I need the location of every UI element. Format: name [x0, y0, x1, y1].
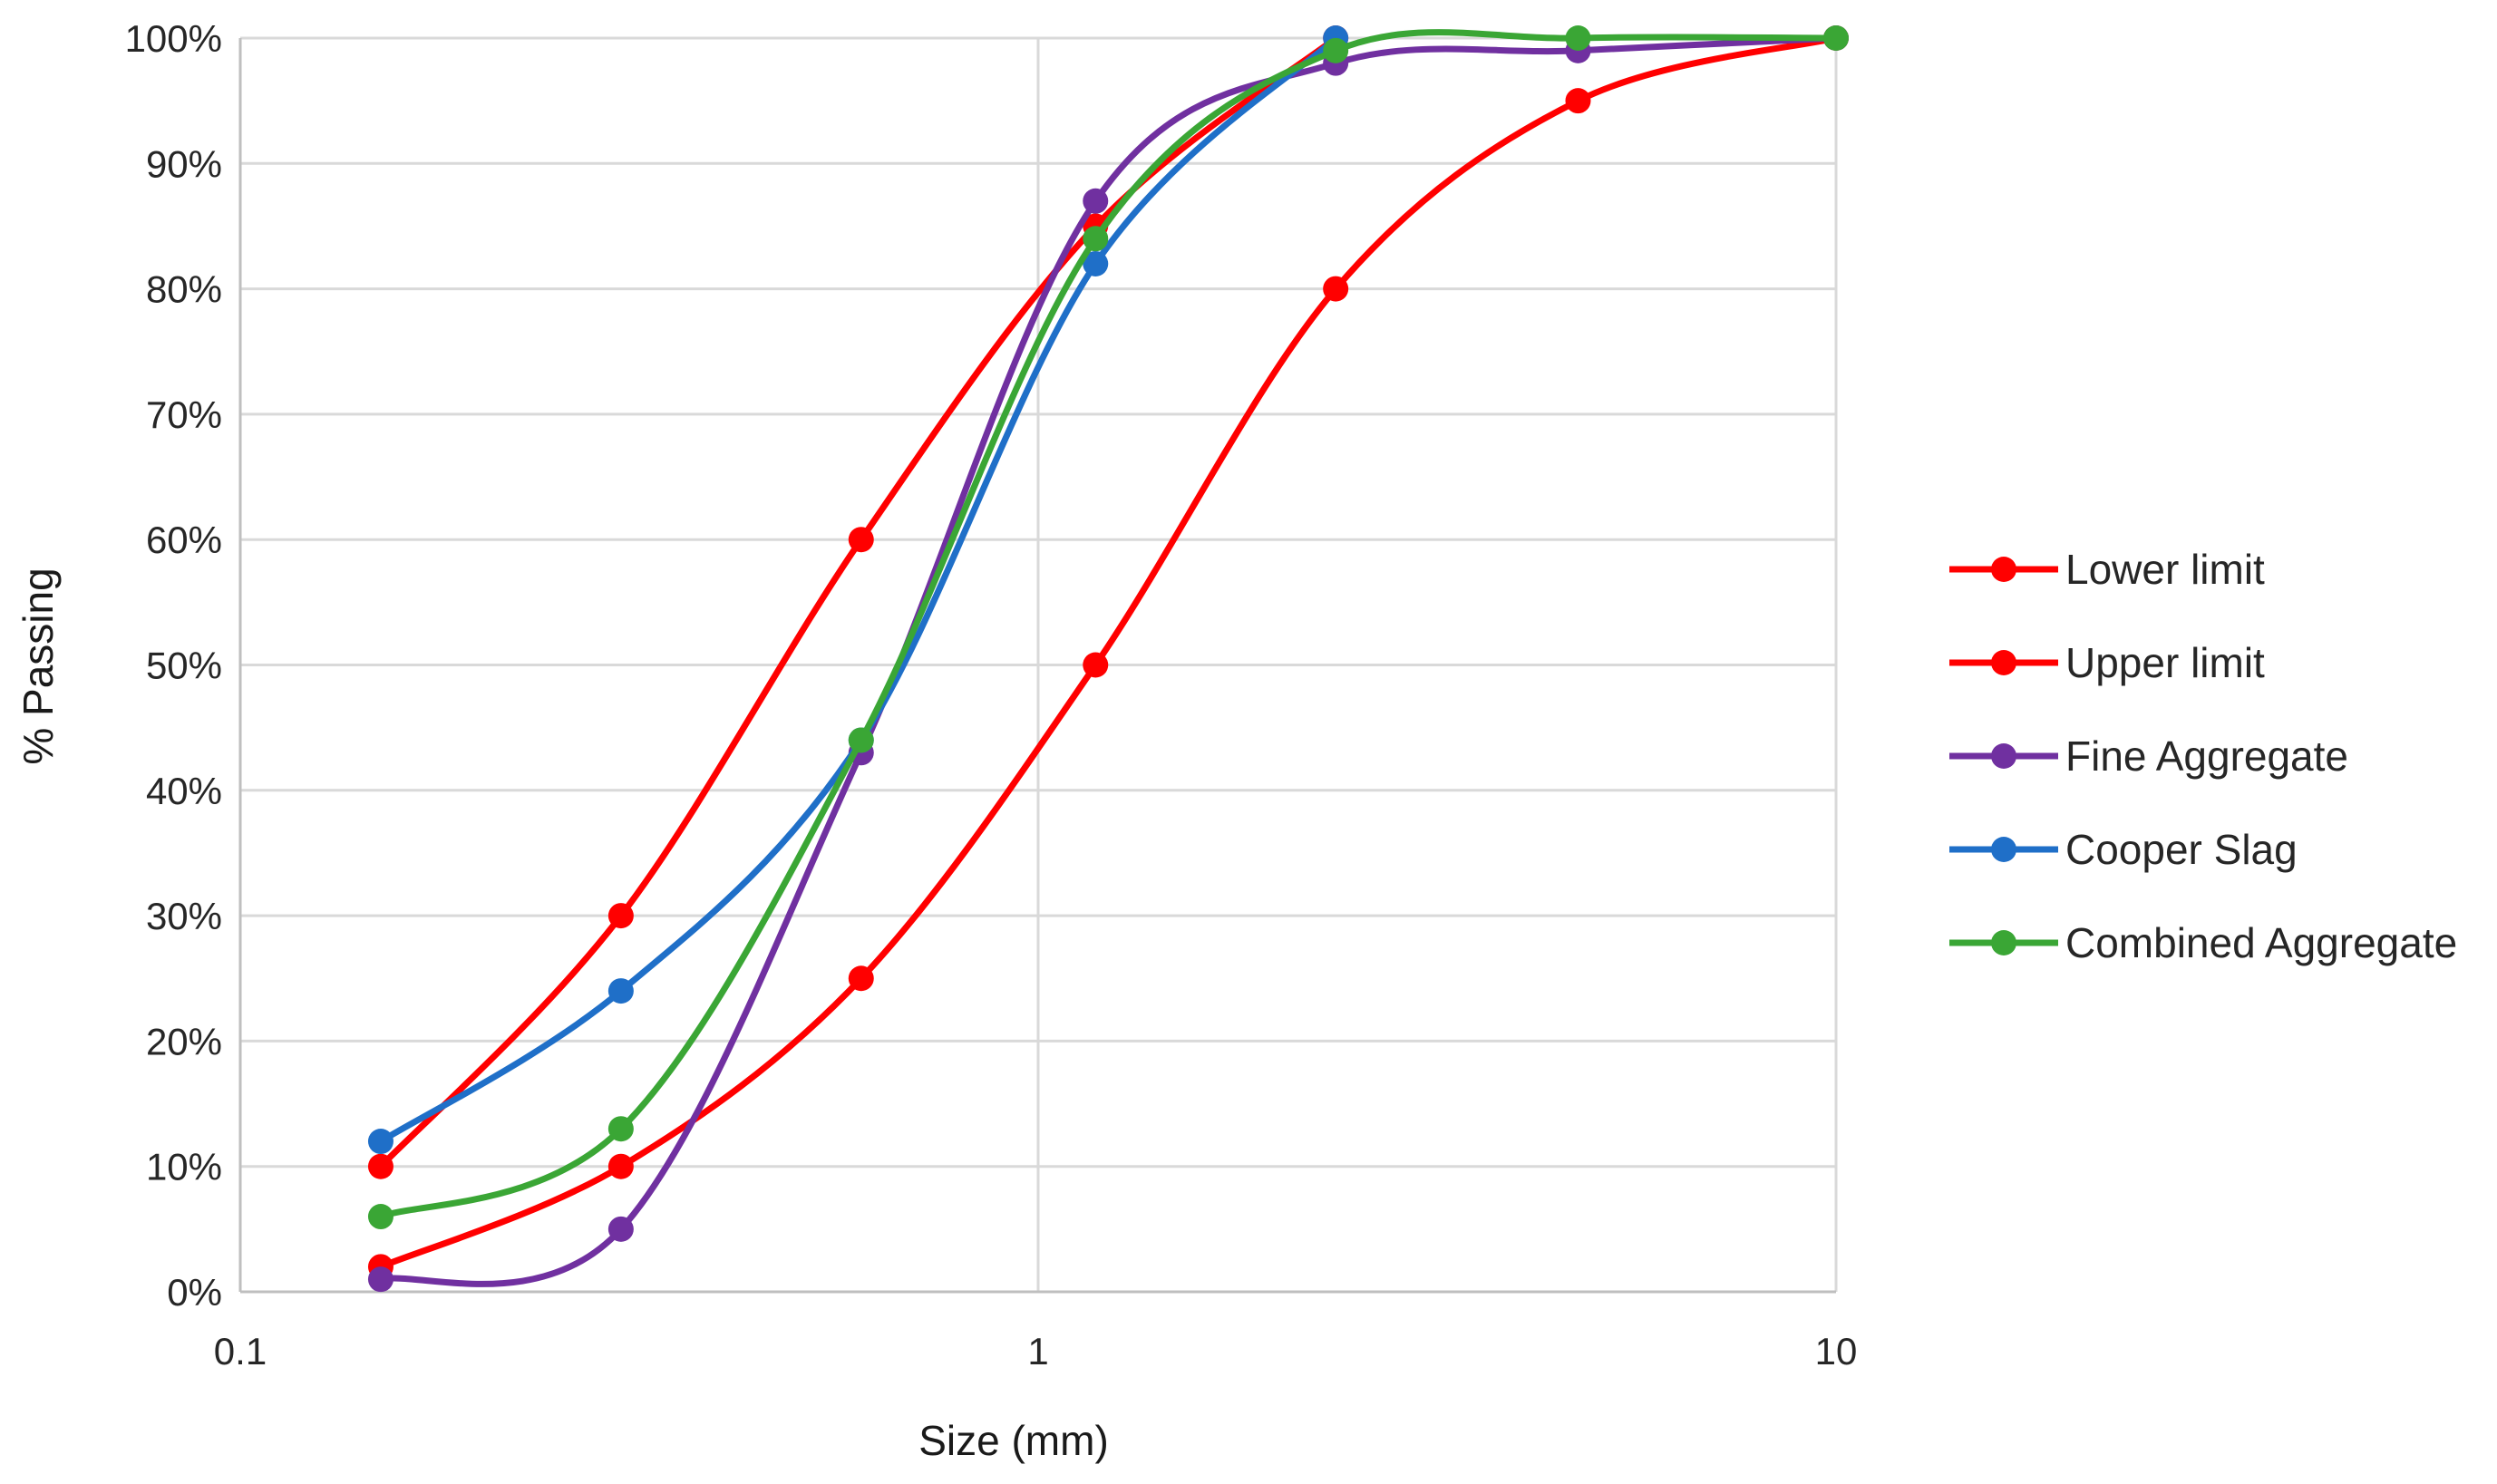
data-point	[1083, 188, 1109, 214]
y-tick-label: 60%	[146, 519, 222, 561]
x-tick-label: 0.1	[214, 1330, 267, 1372]
data-point	[848, 527, 874, 553]
y-axis-title: % Passing	[15, 567, 62, 764]
legend-label: Lower limit	[2065, 546, 2265, 593]
x-axis-title: Size (mm)	[918, 1417, 1109, 1464]
data-point	[1823, 25, 1849, 51]
legend-swatch-marker	[1991, 930, 2016, 955]
y-tick-label: 80%	[146, 268, 222, 311]
data-point	[1083, 652, 1109, 678]
legend-swatch-marker	[1991, 743, 2016, 769]
y-tick-label: 10%	[146, 1146, 222, 1188]
gridlines	[238, 36, 1838, 1294]
legend-swatch-marker	[1991, 557, 2016, 582]
series-1	[367, 25, 1349, 1179]
legend-entry: Fine Aggregate	[1949, 732, 2348, 780]
legend-entry: Combined Aggregate	[1949, 919, 2457, 966]
data-point	[367, 1266, 393, 1293]
y-tick-label: 30%	[146, 895, 222, 937]
y-tick-label: 0%	[167, 1271, 222, 1314]
legend-swatch-marker	[1991, 837, 2016, 862]
y-tick-label: 40%	[146, 770, 222, 812]
legend-label: Upper limit	[2065, 639, 2265, 686]
legend: Lower limit Upper limit Fine Aggregate Coop…	[1949, 546, 2457, 966]
y-tick-label: 20%	[146, 1020, 222, 1062]
data-point	[367, 1204, 393, 1230]
data-point	[1083, 250, 1109, 276]
data-point	[607, 903, 634, 929]
data-point	[367, 1129, 393, 1155]
y-tick-label: 100%	[125, 17, 222, 60]
series-4	[367, 25, 1849, 1230]
series-line	[377, 34, 1840, 1287]
data-point	[367, 1153, 393, 1179]
tick-labels: 0% 10% 20% 30% 40% 50% 60% 70% 80% 90% 100% 0.1 1 10	[125, 17, 1858, 1372]
series-layer	[367, 25, 1849, 1293]
data-point	[1565, 25, 1591, 51]
data-point	[1083, 226, 1109, 252]
legend-swatch-marker	[1991, 650, 2016, 675]
legend-entry: Lower limit	[1949, 546, 2265, 593]
series-line	[377, 34, 1339, 1170]
data-point	[1323, 276, 1349, 302]
x-tick-label: 10	[1815, 1330, 1858, 1372]
plot-axes	[238, 38, 1836, 1294]
legend-label: Cooper Slag	[2065, 826, 2298, 873]
legend-entry: Upper limit	[1949, 639, 2265, 686]
x-tick-label: 1	[1027, 1330, 1048, 1372]
y-tick-label: 50%	[146, 645, 222, 687]
data-point	[848, 727, 874, 753]
y-tick-label: 70%	[146, 393, 222, 436]
data-point	[848, 965, 874, 992]
data-point	[1323, 37, 1349, 63]
data-point	[1565, 88, 1591, 114]
data-point	[607, 1116, 634, 1142]
data-point	[607, 1153, 634, 1179]
legend-label: Combined Aggregate	[2065, 919, 2457, 966]
data-point	[607, 978, 634, 1004]
data-point	[607, 1216, 634, 1242]
legend-entry: Cooper Slag	[1949, 826, 2298, 873]
legend-label: Fine Aggregate	[2065, 732, 2348, 780]
y-tick-label: 90%	[146, 142, 222, 185]
